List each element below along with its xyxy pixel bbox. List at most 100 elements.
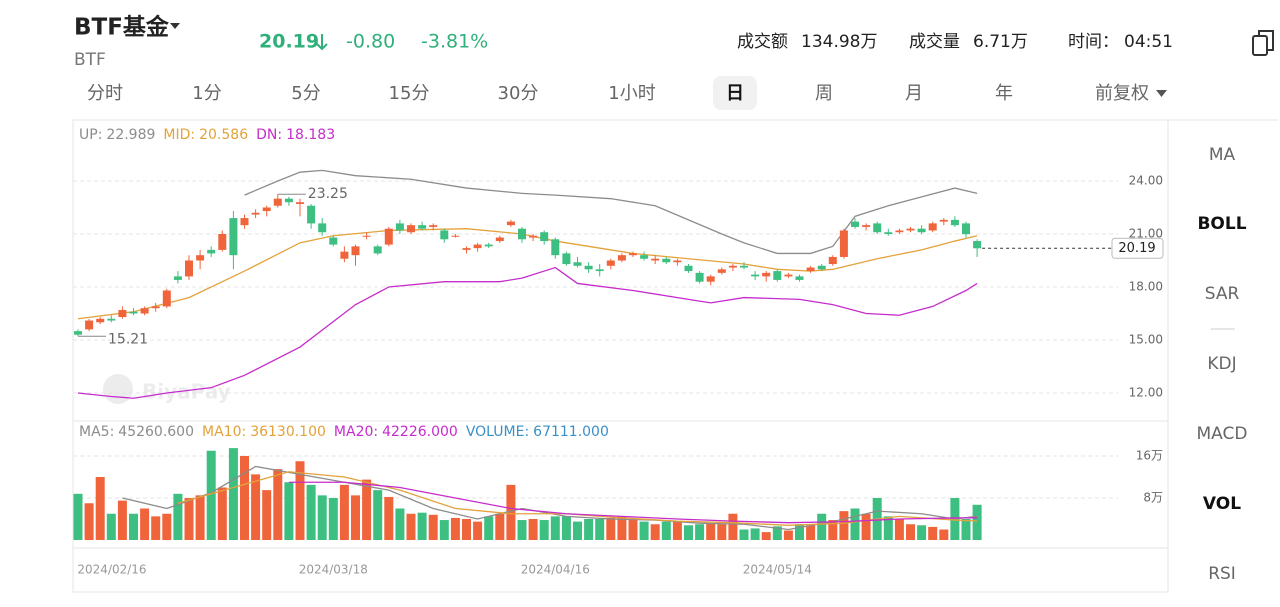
volume-bar (639, 521, 649, 540)
volume-bar (295, 461, 305, 540)
candle-body (884, 232, 893, 234)
fund-code: BTF (74, 50, 106, 70)
indicator-tab[interactable]: MA (1209, 145, 1236, 165)
y-tick-label: 21.00 (1129, 226, 1163, 240)
indicator-tab[interactable]: BOLL (1197, 214, 1246, 234)
candle-body (551, 239, 560, 256)
indicator-tab[interactable]: VOL (1203, 494, 1241, 514)
volume-bar (606, 517, 616, 540)
indicator-tab[interactable]: RSI (1208, 564, 1236, 584)
candle-body (851, 221, 859, 227)
volume-label: 成交量 (909, 32, 960, 52)
candle-body (873, 223, 882, 233)
candle-body (928, 223, 937, 231)
volume-bar (384, 496, 394, 540)
candle-body (262, 207, 271, 212)
volume-bar (772, 526, 782, 540)
volume-bar (251, 474, 261, 540)
max-label: 23.25 (308, 186, 348, 202)
candle-body (684, 265, 693, 272)
volume-bar (228, 448, 238, 540)
legend-name: VOLUME: (466, 424, 529, 440)
y-tick-label: 18.00 (1129, 279, 1163, 293)
volume-bar (573, 521, 582, 540)
legend-value: 22.989 (106, 127, 155, 143)
candle-body (129, 311, 138, 314)
candle-body (828, 256, 837, 265)
volume-bar (650, 524, 660, 540)
tab[interactable]: 日 (726, 83, 744, 104)
volume-bar (795, 524, 804, 540)
volume-bar (262, 490, 272, 540)
volume-bar (439, 520, 449, 540)
volume-bar (839, 511, 849, 540)
candle-body (473, 244, 482, 249)
candle-body (118, 309, 127, 318)
volume-bar (894, 518, 904, 540)
candle-body (762, 272, 771, 277)
last-price-label: 20.19 (1118, 241, 1155, 256)
volume-bar (162, 513, 172, 540)
tab[interactable]: 前复权 (1095, 83, 1149, 104)
tab[interactable]: 15分 (389, 83, 430, 104)
candle-body (895, 230, 904, 233)
volume-bar (628, 520, 638, 540)
candle-body (917, 228, 926, 233)
legend-value: 42226.000 (382, 424, 458, 440)
x-tick-label: 2024/03/18 (299, 563, 368, 577)
turnover-label: 成交额 (737, 32, 788, 52)
tab[interactable]: 月 (905, 83, 923, 104)
tab[interactable]: 30分 (498, 83, 539, 104)
tab[interactable]: 周 (815, 83, 833, 104)
indicator-tab[interactable]: SAR (1205, 284, 1240, 304)
candle-body (218, 233, 227, 250)
candle-body (950, 219, 959, 226)
volume-bar (961, 518, 971, 540)
fund-name: BTF基金 (74, 14, 170, 41)
volume-bar (684, 525, 693, 540)
x-tick-label: 2024/05/14 (743, 563, 812, 577)
volume-bar (728, 513, 738, 540)
volume-bar (351, 495, 360, 540)
volume-bar (761, 532, 771, 540)
volume-bar (672, 521, 682, 540)
candle-body (451, 235, 460, 237)
candle-body (795, 276, 804, 280)
tab[interactable]: 1分 (192, 83, 221, 104)
volume-bar (506, 484, 516, 540)
candle-body (939, 219, 948, 222)
candle-body (418, 225, 427, 229)
tab[interactable]: 分时 (87, 83, 123, 104)
volume-bar (928, 526, 938, 540)
volume-bar (140, 508, 150, 540)
candle-body (173, 276, 182, 280)
volume-bar (739, 529, 749, 540)
candle-body (74, 331, 82, 335)
legend-name: MA10: (202, 424, 246, 440)
volume-bar (906, 524, 915, 540)
volume-bar (539, 520, 549, 540)
candle-body (140, 308, 149, 314)
y-tick-label: 15.00 (1129, 332, 1163, 346)
dropdown-caret[interactable] (1156, 90, 1167, 97)
tab[interactable]: 1小时 (608, 83, 655, 104)
volume-bar (828, 520, 838, 540)
candle-body (240, 218, 249, 226)
indicator-tab[interactable]: MACD (1197, 424, 1248, 444)
legend-name: DN: (256, 127, 282, 143)
tab[interactable]: 年 (995, 83, 1013, 104)
candle-body (307, 205, 316, 224)
down-arrow (316, 34, 328, 51)
tab[interactable]: 5分 (291, 83, 320, 104)
time-label: 时间： (1068, 32, 1119, 52)
volume-bar (883, 516, 893, 540)
candle-body (429, 225, 438, 227)
candle-body (284, 198, 293, 203)
price-change: -0.80 (346, 31, 395, 53)
candle-body (606, 260, 615, 266)
dropdown-caret[interactable] (170, 23, 180, 29)
indicator-tab[interactable]: KDJ (1207, 354, 1236, 374)
volume-bar (517, 520, 527, 540)
volume-bar (206, 450, 216, 540)
share-icon[interactable] (1252, 30, 1274, 56)
